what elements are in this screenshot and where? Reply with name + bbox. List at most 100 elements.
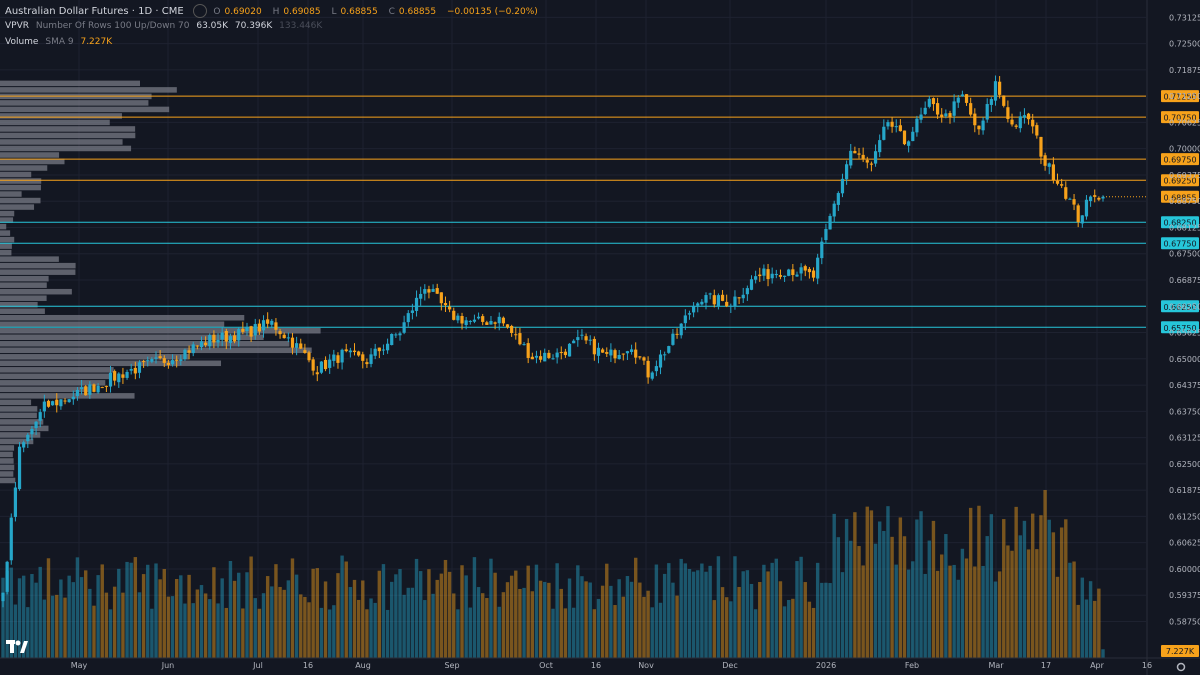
candle-body: [1101, 196, 1105, 199]
candle-body: [869, 163, 874, 165]
level-price-tag[interactable]: [1161, 153, 1199, 166]
candle-body: [898, 125, 902, 132]
profile-bar: [0, 464, 15, 471]
candle-body: [907, 141, 911, 146]
volume-bar: [567, 578, 572, 658]
volume-bar: [720, 587, 725, 658]
level-price-tag[interactable]: [1161, 300, 1199, 313]
candle-body: [667, 346, 671, 353]
symbol-title: Australian Dollar Futures · 1D · CME: [5, 5, 184, 17]
volume-bar: [232, 580, 237, 658]
volume-bar: [30, 574, 34, 658]
horizontal-levels[interactable]: 0.71250 0.70750 0.69750 0.69250 0.68250 0.677…: [0, 90, 1199, 334]
candle-body: [489, 320, 493, 325]
candle-body: [617, 354, 621, 360]
volume-bar: [807, 601, 812, 658]
candle-body: [22, 442, 26, 448]
volume-bar: [121, 592, 125, 658]
volume-bar: [261, 593, 266, 658]
profile-bar: [0, 106, 170, 113]
volume-bar: [935, 570, 940, 658]
candle-body: [985, 104, 989, 120]
volume-bar: [46, 558, 51, 658]
volume-bar: [534, 564, 539, 658]
current-price-tag[interactable]: [1161, 190, 1199, 203]
volume-bar: [662, 573, 667, 658]
candle-body: [754, 276, 758, 280]
candle-body: [973, 113, 977, 126]
volume-value-tag[interactable]: [1161, 645, 1199, 657]
volume-bar: [522, 587, 526, 658]
volume-bar: [26, 607, 30, 658]
volume-bar: [729, 601, 733, 658]
candle-body: [795, 274, 799, 277]
tradingview-logo-icon[interactable]: [6, 638, 28, 656]
volume-bar: [1014, 506, 1018, 658]
volume-bar: [423, 600, 427, 658]
profile-bar: [0, 399, 32, 406]
candle-body: [787, 269, 791, 276]
volume-bar: [385, 609, 390, 658]
profile-bar: [0, 119, 110, 126]
vpvr-legend[interactable]: VPVR Number Of Rows 100 Up/Down 70 63.05…: [5, 20, 326, 32]
volume-bar: [1072, 561, 1076, 658]
price-axis[interactable]: 0.73125 0.72500 0.71875 0.71250 0.70625 0.700…: [1146, 0, 1200, 675]
volume-bar: [873, 543, 878, 658]
time-axis[interactable]: May Jun Jul 16 Aug Sep Oct 16 Nov Dec 2026 Feb Mar 17…: [0, 657, 1200, 670]
candle-body: [683, 315, 687, 324]
volume-bar: [63, 597, 67, 658]
level-price-tag[interactable]: [1161, 174, 1199, 187]
gear-icon[interactable]: [1176, 662, 1186, 672]
candle-body: [890, 121, 894, 127]
candle-body: [133, 367, 137, 374]
time-axis-label: Aug: [355, 661, 371, 670]
volume-bar: [265, 576, 270, 658]
volume-bar: [646, 590, 650, 658]
candle-body: [224, 330, 228, 342]
candle-body: [270, 320, 274, 325]
symbol-legend[interactable]: Australian Dollar Futures · 1D · CME O 0.…: [5, 4, 542, 18]
volume-bar: [894, 564, 898, 658]
eye-icon[interactable]: [192, 4, 207, 18]
level-price-tag[interactable]: [1161, 321, 1199, 334]
volume-bar: [485, 598, 489, 658]
candle-body: [166, 362, 171, 365]
volume-bar: [352, 579, 357, 658]
volume-bar: [634, 557, 638, 658]
volume-bar: [985, 536, 989, 658]
level-price-tag[interactable]: [1161, 111, 1199, 124]
volume-legend[interactable]: Volume SMA 9 7.227K: [5, 36, 116, 48]
candle-body: [485, 322, 489, 325]
level-price-tag[interactable]: [1161, 90, 1199, 103]
volume-bar: [435, 579, 439, 658]
volume-bar: [563, 608, 568, 658]
volume-bar: [286, 580, 291, 658]
level-price-tag[interactable]: [1161, 237, 1199, 250]
profile-bar: [0, 87, 177, 93]
volume-bar: [642, 596, 646, 658]
volume-bar: [609, 585, 613, 658]
candle-body: [609, 349, 613, 356]
profile-bar: [0, 126, 136, 132]
level-price-tag[interactable]: [1161, 216, 1199, 229]
candle-body: [902, 130, 907, 145]
volume-bar: [956, 579, 960, 658]
volume-bar: [518, 588, 522, 658]
volume-bar: [340, 555, 344, 658]
volume-bar: [257, 608, 262, 658]
candle-body: [692, 305, 696, 313]
candle-body: [935, 103, 940, 115]
candle-body: [596, 347, 601, 356]
volume-bar: [468, 607, 472, 658]
volume-bar: [373, 602, 377, 658]
time-axis-label: Apr: [1090, 661, 1105, 670]
volume-bar: [191, 603, 195, 658]
volume-bar: [9, 567, 13, 658]
candle-body: [534, 355, 539, 358]
volume-bar: [605, 563, 609, 658]
candle-body: [261, 320, 266, 331]
candle-body: [803, 266, 807, 271]
volume-value-label: 7.227K: [1166, 647, 1195, 656]
candle-body: [526, 343, 530, 358]
